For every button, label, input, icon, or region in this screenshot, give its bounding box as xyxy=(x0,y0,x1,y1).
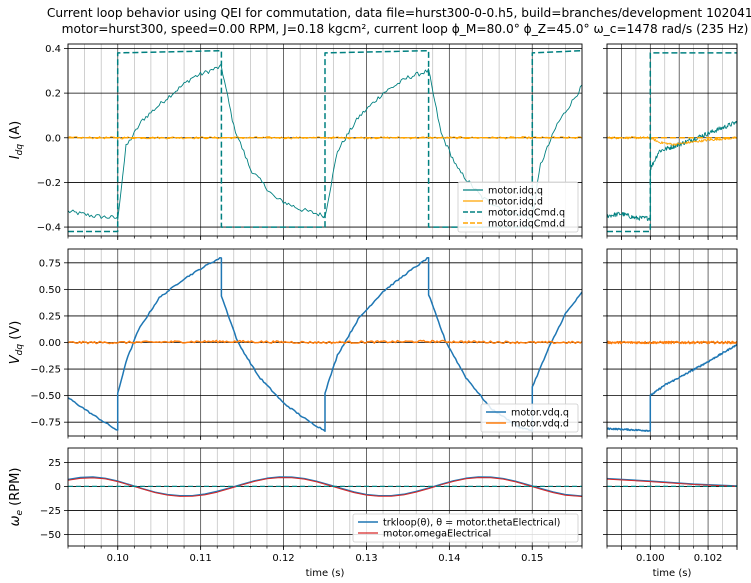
axes-frame xyxy=(67,43,583,237)
y-tick-label: −0.2 xyxy=(37,178,61,189)
series-motor-idq-q xyxy=(607,121,737,221)
x-tick-label: 0.14 xyxy=(438,553,460,564)
figure-title-line1: Current loop behavior using QEI for comm… xyxy=(47,6,751,20)
y-tick-label: 0.75 xyxy=(39,258,61,269)
x-axis-label: time (s) xyxy=(653,568,692,579)
legend-box xyxy=(457,181,579,233)
panel-omega_main: −50 −25 0 25 0.10 0.11 0.12 0.13 0.14 0.15 time (s… xyxy=(8,447,583,579)
legend-label: motor.vdq.q xyxy=(511,408,569,419)
legend-box xyxy=(480,403,579,433)
legend-label: trkloop(θ), θ = motor.thetaElectrical) xyxy=(383,518,560,529)
y-axis-label: ωe (RPM) xyxy=(8,468,25,527)
y-tick-label: 0.25 xyxy=(39,311,61,322)
x-axis-label: time (s) xyxy=(306,568,345,579)
series-trkloop-motor-thetaelectrical xyxy=(607,477,737,487)
y-tick-label: 25 xyxy=(48,458,61,469)
y-tick-label: 0 xyxy=(55,482,61,493)
y-tick-label: −25 xyxy=(40,506,61,517)
legend: trkloop(θ), θ = motor.thetaElectrical)mo… xyxy=(352,513,579,543)
y-tick-label: 0.00 xyxy=(39,338,61,349)
panel-idq_zoom xyxy=(603,43,738,240)
legend-box xyxy=(352,513,579,543)
legend-label: motor.idqCmd.q xyxy=(488,208,565,219)
y-tick-label: −50 xyxy=(40,530,61,541)
series-motor-vdq-d xyxy=(68,339,582,345)
legend-label: motor.idq.q xyxy=(488,186,543,197)
x-tick-label: 0.15 xyxy=(521,553,543,564)
series-motor-omegaelectrical xyxy=(68,477,582,497)
panel-vdq_zoom xyxy=(603,248,738,440)
x-tick-label: 0.10 xyxy=(107,553,129,564)
y-axis-label: Idq (A) xyxy=(8,121,25,159)
y-tick-label: −0.25 xyxy=(30,365,61,376)
x-tick-label: 0.102 xyxy=(694,553,723,564)
y-tick-label: 0.4 xyxy=(45,44,61,55)
y-tick-label: −0.75 xyxy=(30,418,61,429)
panel-vdq_main: −0.75 −0.50 −0.25 0.00 0.25 0.50 0.75 Vdq (V) mo… xyxy=(8,248,583,440)
legend-label: motor.vdq.d xyxy=(511,419,569,430)
axes-frame xyxy=(67,447,583,547)
x-tick-label: 0.12 xyxy=(272,553,294,564)
y-tick-label: 0.2 xyxy=(45,89,61,100)
axes-frame xyxy=(606,43,738,237)
series-motor-vdq-d xyxy=(607,340,737,345)
y-tick-label: −0.4 xyxy=(37,223,61,234)
series-motor-vdq-q xyxy=(607,343,737,433)
legend-label: motor.idq.d xyxy=(488,197,543,208)
figure-title-line2: motor=hurst300, speed=0.00 RPM, J=0.18 k… xyxy=(62,22,749,36)
axes-frame xyxy=(606,447,738,547)
legend: motor.idq.qmotor.idq.dmotor.idqCmd.qmoto… xyxy=(457,181,579,233)
x-tick-label: 0.11 xyxy=(190,553,212,564)
y-tick-label: 0.50 xyxy=(39,285,61,296)
x-tick-label: 0.100 xyxy=(636,553,665,564)
x-tick-label: 0.13 xyxy=(355,553,377,564)
series-motor-omegaelectrical xyxy=(607,478,737,487)
y-axis-label: Vdq (V) xyxy=(8,321,25,365)
legend-label: motor.omegaElectrical xyxy=(383,529,491,540)
series-motor-idqcmd-q xyxy=(607,52,737,233)
y-tick-label: 0.0 xyxy=(45,133,61,144)
y-tick-label: −0.50 xyxy=(30,391,61,402)
legend-label: motor.idqCmd.d xyxy=(488,219,565,230)
